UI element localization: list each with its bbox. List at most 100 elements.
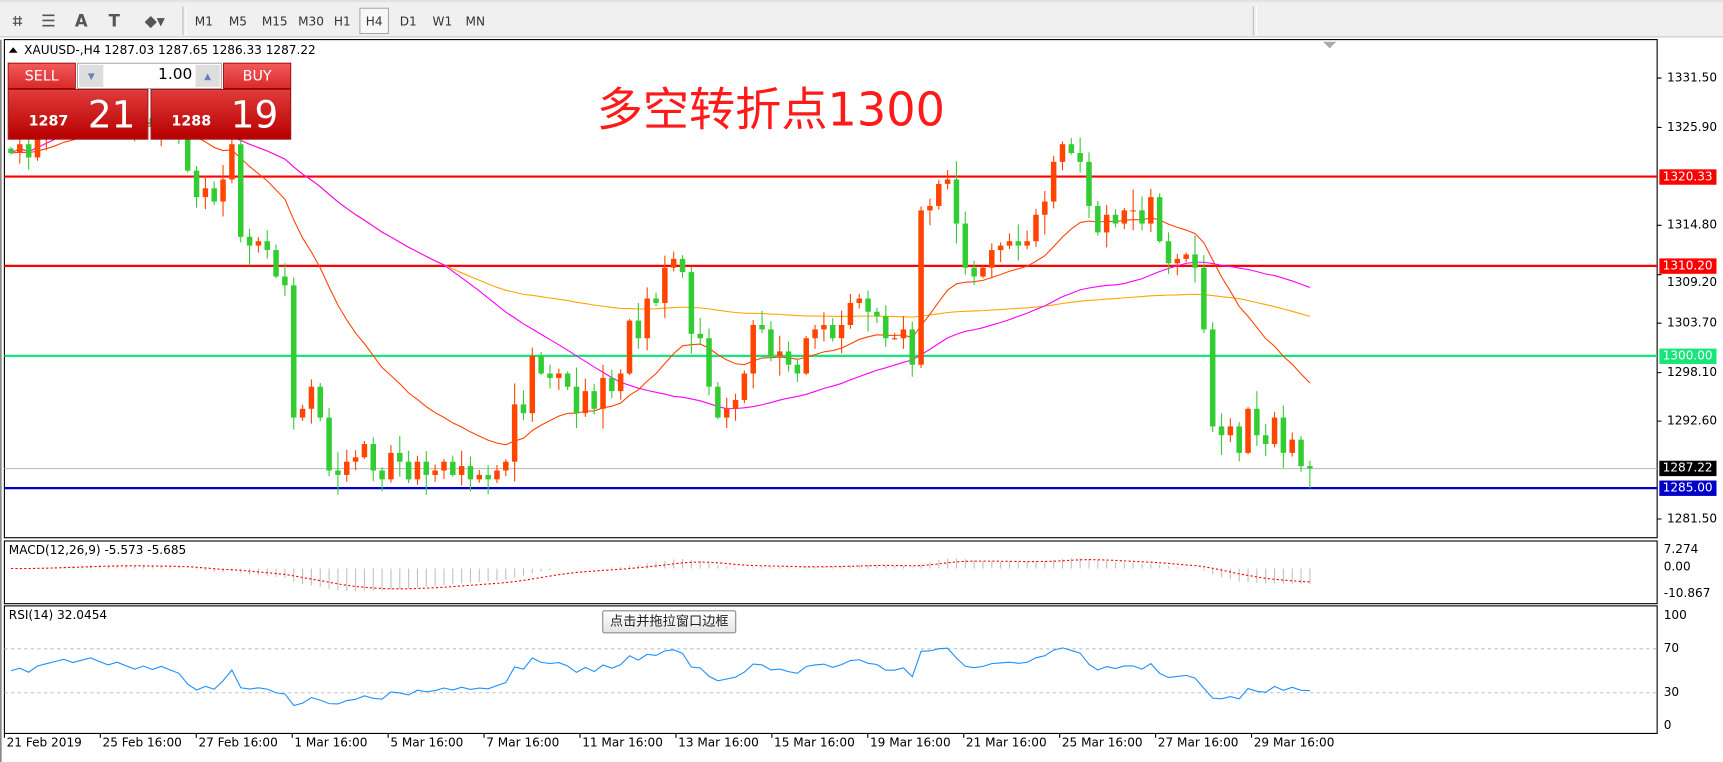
lot-size-input[interactable]: 1.00 xyxy=(158,65,193,84)
timeframe-m30[interactable]: M30 xyxy=(298,13,324,29)
candle xyxy=(1192,235,1198,283)
candle-body xyxy=(229,144,235,180)
candle xyxy=(617,369,624,400)
candle-body xyxy=(8,148,14,154)
text-icon[interactable]: A xyxy=(74,10,88,31)
candle xyxy=(229,135,235,184)
candle-body xyxy=(1095,205,1101,233)
fibonacci-icon[interactable]: ☰ xyxy=(40,10,56,31)
timeframe-w1[interactable]: W1 xyxy=(432,13,453,29)
candle-body xyxy=(193,170,200,198)
candle xyxy=(1015,224,1022,261)
candle xyxy=(556,368,562,390)
sell-price-button[interactable]: 1287 21 xyxy=(7,89,149,140)
timeframe-h4[interactable]: H4 xyxy=(359,7,390,35)
candle xyxy=(918,206,924,369)
candle-body xyxy=(1033,214,1039,242)
candle-body xyxy=(547,373,553,378)
candle xyxy=(1006,233,1013,249)
candle-body xyxy=(352,457,359,462)
arrows-icon[interactable]: ⬥▾ xyxy=(145,10,165,31)
candle-body xyxy=(1112,214,1119,224)
candle-body xyxy=(1201,267,1207,330)
candle xyxy=(1165,232,1172,274)
increase-lot-icon[interactable]: ▲ xyxy=(195,64,220,87)
candle xyxy=(282,263,288,296)
ask-price-pips: 19 xyxy=(230,93,279,138)
candle xyxy=(538,352,544,376)
candle-body xyxy=(1139,210,1145,224)
sell-button[interactable]: SELL xyxy=(7,62,76,90)
timeframe-h1[interactable]: H1 xyxy=(333,13,351,29)
candle-body xyxy=(423,461,430,475)
time-axis-label: 19 Mar 16:00 xyxy=(869,735,951,750)
candle-body xyxy=(485,474,491,480)
candle-body xyxy=(17,144,23,154)
candle xyxy=(476,470,483,483)
ask-price-prefix: 1288 xyxy=(171,113,212,130)
candle xyxy=(1298,436,1304,472)
bid-price-pips: 21 xyxy=(87,93,136,138)
candle-body xyxy=(450,461,456,475)
candle-body xyxy=(679,258,686,273)
chart-annotation-text[interactable]: 多空转折点1300 xyxy=(596,82,945,137)
candle-body xyxy=(688,272,695,334)
candle-body xyxy=(1148,197,1154,224)
candle xyxy=(679,255,686,278)
candle xyxy=(936,180,942,210)
macd-signal-line xyxy=(10,559,1310,590)
candle-body xyxy=(264,241,270,251)
candle-body xyxy=(591,391,597,409)
text-label-icon[interactable]: T xyxy=(108,10,120,31)
candle-body xyxy=(1298,439,1304,467)
candle xyxy=(1024,230,1030,250)
candle-body xyxy=(405,461,412,480)
candle xyxy=(1059,141,1066,171)
lot-size-stepper[interactable]: ▼ 1.00 ▲ xyxy=(76,62,222,90)
candle xyxy=(829,318,836,342)
timeframe-m5[interactable]: M5 xyxy=(228,13,247,29)
candle xyxy=(944,170,951,190)
time-axis-label: 13 Mar 16:00 xyxy=(678,735,759,750)
timeframe-m1[interactable]: M1 xyxy=(194,13,213,29)
candle-body xyxy=(414,461,421,480)
candle-body xyxy=(723,408,730,418)
candle-body xyxy=(564,373,571,387)
candle xyxy=(582,378,589,417)
timeframe-mn[interactable]: MN xyxy=(465,13,486,29)
level-price-tag: 1285.00 xyxy=(1659,480,1717,496)
candle-body xyxy=(317,386,323,418)
candle-body xyxy=(1262,435,1269,445)
candle-body xyxy=(785,351,792,365)
buy-price-button[interactable]: 1288 19 xyxy=(150,89,292,140)
buy-button[interactable]: BUY xyxy=(223,62,292,90)
time-axis-label: 21 Mar 16:00 xyxy=(965,735,1047,750)
macd-panel-frame xyxy=(3,540,1658,605)
candle xyxy=(317,383,323,422)
candle xyxy=(900,316,907,349)
candle xyxy=(1139,196,1145,231)
candle xyxy=(1254,391,1260,446)
elliott-wave-icon[interactable]: ⌗ xyxy=(12,10,23,31)
candle xyxy=(812,324,818,349)
time-axis-label: 15 Mar 16:00 xyxy=(774,735,855,750)
candle xyxy=(458,450,465,486)
candle xyxy=(662,255,668,318)
candle xyxy=(441,458,447,480)
timeframe-d1[interactable]: D1 xyxy=(399,13,417,29)
candle-body xyxy=(556,373,562,378)
candle xyxy=(450,455,456,477)
candle xyxy=(1077,137,1083,173)
chart-header: XAUUSD-,H4 1287.03 1287.65 1286.33 1287.… xyxy=(24,42,316,58)
candle xyxy=(803,335,809,376)
candle-body xyxy=(1192,254,1198,268)
candle xyxy=(1236,422,1242,462)
level-price-tag: 1310.20 xyxy=(1659,258,1717,274)
timeframe-m15[interactable]: M15 xyxy=(261,13,288,29)
candle-body xyxy=(609,377,615,392)
decrease-lot-icon[interactable]: ▼ xyxy=(79,64,104,87)
time-axis-label: 25 Feb 16:00 xyxy=(102,735,182,750)
symbol-collapse-icon[interactable] xyxy=(8,47,18,53)
